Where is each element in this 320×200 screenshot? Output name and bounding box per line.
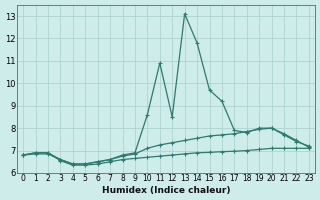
X-axis label: Humidex (Indice chaleur): Humidex (Indice chaleur) xyxy=(102,186,230,195)
